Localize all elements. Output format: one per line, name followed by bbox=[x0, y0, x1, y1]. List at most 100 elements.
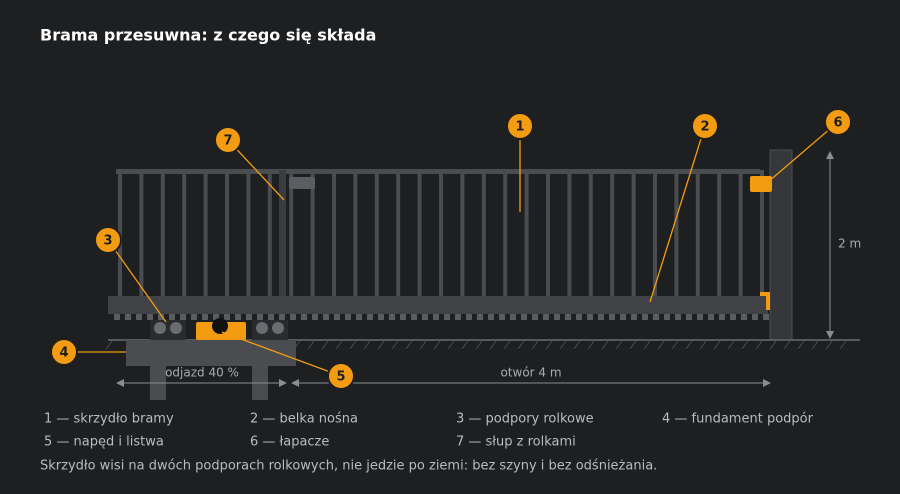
hatch bbox=[475, 340, 483, 350]
tooth bbox=[279, 314, 285, 320]
hatch bbox=[105, 340, 113, 350]
tooth bbox=[488, 314, 494, 320]
tooth bbox=[246, 314, 252, 320]
tooth bbox=[400, 314, 406, 320]
hatch bbox=[545, 340, 553, 350]
legend-item: 3 — podpory rolkowe bbox=[456, 412, 594, 427]
bar bbox=[503, 170, 508, 296]
tooth bbox=[741, 314, 747, 320]
tooth bbox=[158, 314, 164, 320]
hatch bbox=[685, 340, 693, 350]
hatch bbox=[811, 340, 819, 350]
tooth bbox=[136, 314, 142, 320]
tooth bbox=[576, 314, 582, 320]
catcher bbox=[750, 176, 772, 192]
roller bbox=[272, 322, 284, 334]
tooth bbox=[466, 314, 472, 320]
callout-number: 6 bbox=[833, 116, 842, 131]
tooth bbox=[147, 314, 153, 320]
tooth bbox=[411, 314, 417, 320]
tooth bbox=[499, 314, 505, 320]
tooth bbox=[356, 314, 362, 320]
tooth bbox=[323, 314, 329, 320]
bar bbox=[738, 170, 743, 296]
tooth bbox=[554, 314, 560, 320]
dim-label: otwór 4 m bbox=[500, 366, 561, 380]
tooth bbox=[301, 314, 307, 320]
roller bbox=[289, 177, 315, 189]
bar bbox=[567, 170, 572, 296]
bar bbox=[588, 170, 593, 296]
hatch bbox=[433, 340, 441, 350]
tooth bbox=[763, 314, 769, 320]
bar bbox=[439, 170, 443, 296]
tooth bbox=[521, 314, 527, 320]
callout-number: 4 bbox=[59, 346, 68, 361]
bar bbox=[524, 170, 529, 296]
bar bbox=[310, 170, 315, 296]
tooth bbox=[268, 314, 274, 320]
hatch bbox=[489, 340, 497, 350]
tooth bbox=[455, 314, 461, 320]
bar bbox=[182, 170, 187, 296]
bar bbox=[289, 170, 294, 296]
tooth bbox=[433, 314, 439, 320]
callout-number: 1 bbox=[515, 120, 524, 135]
hatch bbox=[825, 340, 833, 350]
hatch bbox=[657, 340, 665, 350]
callout-circle bbox=[214, 126, 242, 154]
callout-number: 7 bbox=[223, 134, 232, 149]
catcher bbox=[760, 292, 770, 310]
bar bbox=[631, 170, 636, 296]
hatch bbox=[755, 340, 763, 350]
legend: 1 — skrzydło bramy 2 — belka nośna 3 — pod… bbox=[44, 412, 814, 450]
hatch bbox=[391, 340, 399, 350]
tooth bbox=[664, 314, 670, 320]
tooth bbox=[697, 314, 703, 320]
roller-post bbox=[279, 170, 286, 296]
roller bbox=[170, 322, 182, 334]
tooth bbox=[114, 314, 120, 320]
tooth bbox=[257, 314, 263, 320]
bar bbox=[353, 170, 358, 296]
tooth bbox=[543, 314, 549, 320]
bar bbox=[695, 170, 700, 296]
dim-label: 2 m bbox=[838, 237, 861, 251]
foundation bbox=[126, 340, 296, 366]
rack bbox=[114, 314, 769, 320]
callout-circle bbox=[94, 226, 122, 254]
bar bbox=[610, 170, 615, 296]
hatch bbox=[769, 340, 777, 350]
tooth bbox=[510, 314, 516, 320]
tooth bbox=[620, 314, 626, 320]
roller bbox=[154, 322, 166, 334]
tooth bbox=[202, 314, 208, 320]
tooth bbox=[191, 314, 197, 320]
bar bbox=[481, 170, 486, 296]
bar bbox=[267, 170, 272, 296]
tooth bbox=[477, 314, 483, 320]
tooth bbox=[708, 314, 714, 320]
hatch bbox=[797, 340, 805, 350]
callout-circle bbox=[824, 108, 852, 136]
bar bbox=[653, 170, 657, 296]
callout-number: 2 bbox=[700, 120, 709, 135]
dim-label: odjazd 40 % bbox=[165, 366, 239, 380]
tooth bbox=[290, 314, 296, 320]
leaders bbox=[64, 121, 839, 377]
tooth bbox=[653, 314, 659, 320]
hatch bbox=[321, 340, 329, 350]
bar bbox=[460, 170, 465, 296]
tooth bbox=[169, 314, 175, 320]
tooth bbox=[224, 314, 230, 320]
tooth bbox=[631, 314, 637, 320]
legend-item: 5 — napęd i listwa bbox=[44, 435, 164, 450]
tooth bbox=[180, 314, 186, 320]
tooth bbox=[565, 314, 571, 320]
callout-number: 5 bbox=[336, 370, 345, 385]
hatch bbox=[559, 340, 567, 350]
tooth bbox=[213, 314, 219, 320]
post bbox=[769, 149, 793, 341]
tooth bbox=[752, 314, 758, 320]
bar bbox=[717, 170, 722, 296]
